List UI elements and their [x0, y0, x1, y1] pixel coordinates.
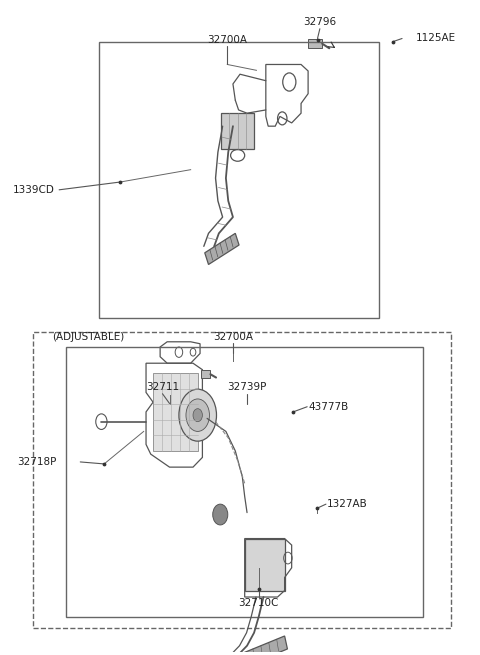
- Circle shape: [179, 389, 216, 441]
- Text: 32700A: 32700A: [207, 35, 247, 45]
- Polygon shape: [205, 233, 239, 265]
- Text: (ADJUSTABLE): (ADJUSTABLE): [52, 332, 124, 342]
- Text: 32718P: 32718P: [17, 457, 57, 467]
- Text: 1125AE: 1125AE: [416, 33, 456, 43]
- Text: 32710C: 32710C: [239, 598, 279, 608]
- Bar: [66, 347, 423, 616]
- Bar: [153, 373, 198, 451]
- Circle shape: [213, 504, 228, 525]
- Bar: [201, 370, 210, 378]
- Polygon shape: [221, 636, 288, 655]
- Text: 32796: 32796: [303, 18, 336, 28]
- Text: 1327AB: 1327AB: [327, 499, 368, 509]
- Circle shape: [186, 399, 209, 432]
- Bar: [308, 39, 322, 48]
- Text: 32711: 32711: [146, 383, 179, 392]
- Text: 1339CD: 1339CD: [12, 185, 54, 195]
- Bar: [33, 332, 451, 627]
- Text: 32700A: 32700A: [213, 332, 253, 342]
- Text: 43777B: 43777B: [308, 402, 348, 412]
- Text: 32739P: 32739P: [228, 383, 267, 392]
- Bar: [99, 42, 379, 318]
- Bar: [221, 113, 254, 149]
- Circle shape: [193, 409, 203, 422]
- Bar: [245, 538, 285, 591]
